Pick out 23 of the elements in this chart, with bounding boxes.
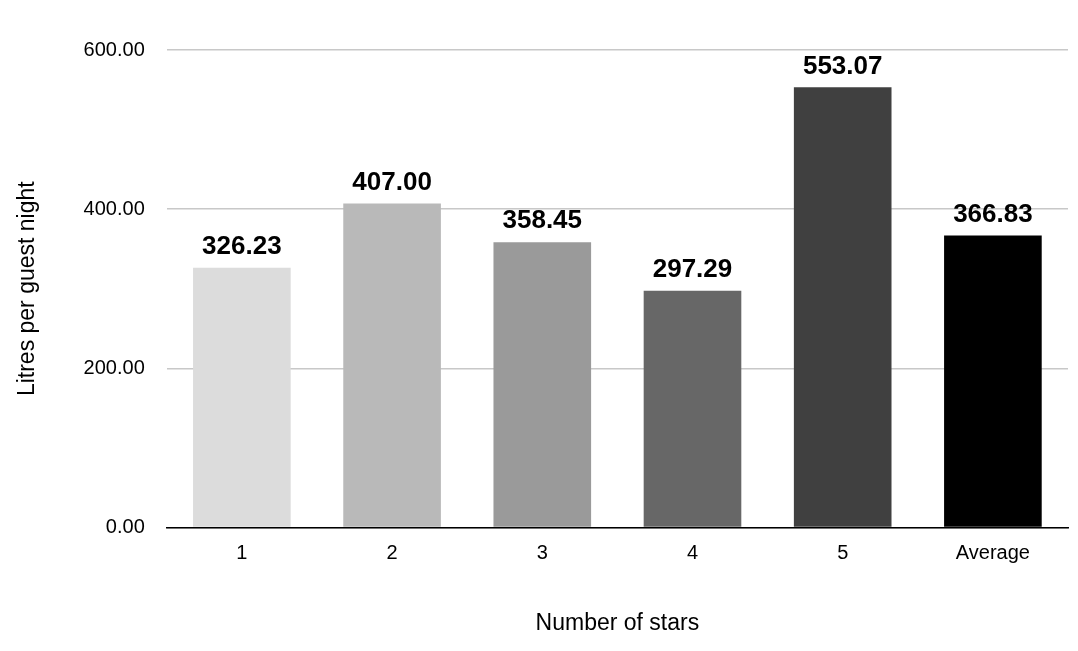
x-tick-label: Average (955, 540, 1030, 563)
x-tick-label: 1 (236, 540, 248, 563)
data-label: 366.83 (953, 197, 1033, 228)
x-tick-label: 2 (386, 540, 398, 563)
y-tick-label: 200.00 (83, 355, 145, 378)
x-tick-label: 5 (837, 540, 849, 563)
bar (643, 290, 742, 527)
data-label: 297.29 (652, 253, 733, 284)
data-label: 407.00 (352, 165, 432, 196)
bar (193, 267, 291, 527)
y-axis-title: Litres per guest night (13, 180, 40, 397)
y-tick-label: 600.00 (83, 37, 145, 60)
x-axis-title: Number of stars (535, 608, 700, 635)
x-tick-label: 3 (536, 540, 548, 563)
data-label: 326.23 (202, 230, 282, 260)
x-tick-label: 4 (686, 540, 699, 563)
y-tick-label: 400.00 (83, 196, 145, 219)
bar (493, 242, 592, 527)
bar (793, 87, 892, 527)
data-label: 358.45 (502, 204, 583, 235)
y-tick-label: 0.00 (105, 514, 145, 537)
bar (343, 203, 441, 527)
data-label: 553.07 (802, 49, 883, 80)
